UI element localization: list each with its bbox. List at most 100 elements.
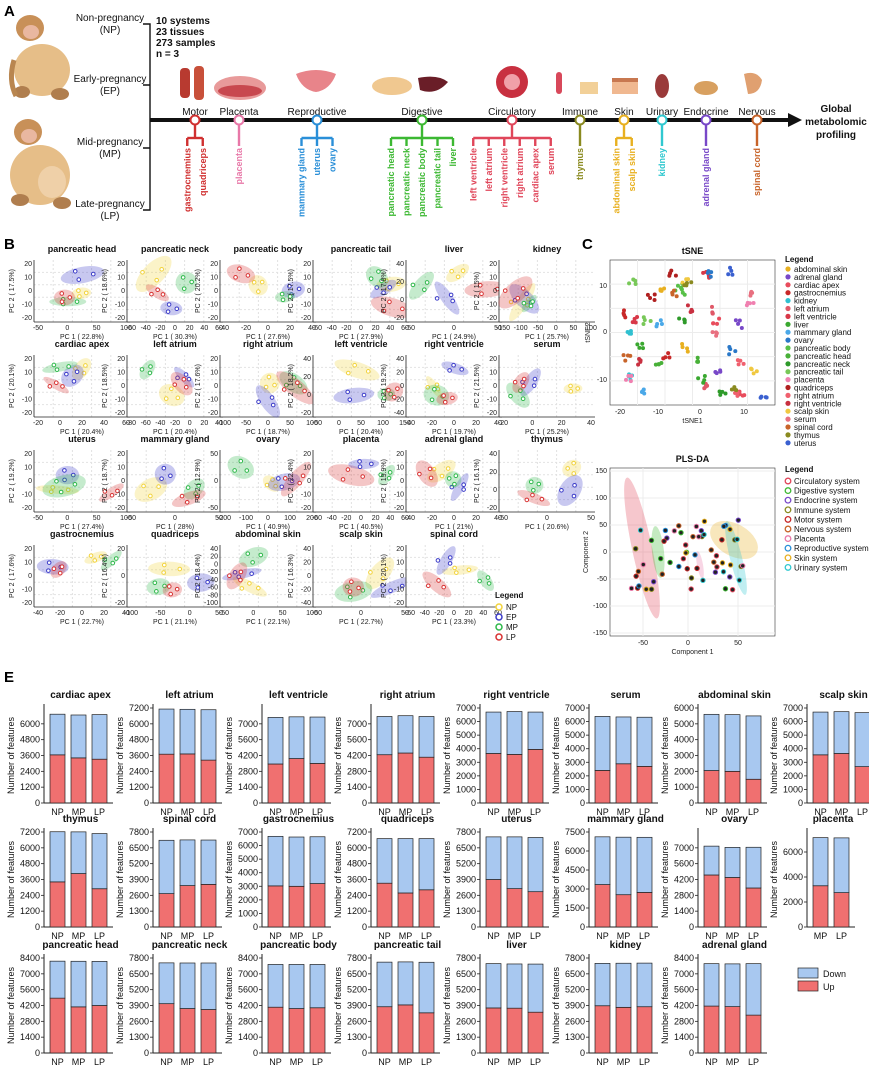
tsne-legend-marker xyxy=(785,400,791,406)
y-tick-label: 1400 xyxy=(238,782,258,792)
x-tick-label: 50 xyxy=(279,610,287,617)
y-tick-label: -20 xyxy=(208,569,218,576)
confidence-ellipse xyxy=(134,477,168,502)
bar-up-segment xyxy=(70,873,87,928)
stage-label: Mid-pregnancy xyxy=(77,137,143,148)
tsne-legend-marker xyxy=(785,329,791,335)
x-tick-label: -50 xyxy=(312,420,322,427)
x-tick-label: MP xyxy=(181,931,195,941)
sample-point xyxy=(477,578,482,584)
tsne-point xyxy=(625,329,630,334)
sample-point xyxy=(291,375,297,380)
y-tick-label: 4000 xyxy=(783,744,803,754)
y-tick-label: 20 xyxy=(303,560,311,567)
sample-point xyxy=(451,362,456,368)
bar-chart: right ventricle 0 1000 2000 3000 4000 5000 6000… xyxy=(442,690,550,817)
bar-up-segment xyxy=(70,1006,87,1054)
bar-chart-title: mammary gland xyxy=(587,814,664,825)
y-tick-label: 3000 xyxy=(565,884,585,894)
bar-up-segment xyxy=(485,879,502,928)
bar-chart-title: placenta xyxy=(813,814,854,825)
bar-down-segment xyxy=(309,964,326,1009)
y-tick-label: 2000 xyxy=(565,771,585,781)
tsne-point xyxy=(648,319,653,324)
sample-point xyxy=(445,466,451,471)
confidence-ellipse xyxy=(415,460,438,487)
sample-point xyxy=(98,554,104,559)
x-tick-label: 40 xyxy=(386,325,394,332)
sample-point xyxy=(175,395,181,401)
y-tick-label: 10 xyxy=(117,370,125,377)
sample-point xyxy=(452,481,457,487)
y-tick-label: 0 xyxy=(400,478,404,485)
bar-chart: scalp skin 0 1000 2000 3000 4000 5000 6000 7000 N… xyxy=(769,690,869,817)
sample-point xyxy=(161,562,167,568)
tsne-point xyxy=(653,362,658,367)
panel-label-b: B xyxy=(4,236,15,253)
tsne-point xyxy=(680,345,685,350)
bar-up-segment xyxy=(703,874,720,928)
sample-point xyxy=(287,283,292,289)
x-tick-label: NP xyxy=(269,931,282,941)
study-info-line: n = 3 xyxy=(156,49,180,60)
sample-point xyxy=(524,497,530,503)
tsne-point xyxy=(695,359,700,364)
plsda-point xyxy=(657,555,664,562)
sample-point xyxy=(166,584,172,589)
tsne-legend-marker xyxy=(785,345,791,351)
sample-point xyxy=(345,467,351,472)
y-axis-label: PC 2 ( 21.5%) xyxy=(474,364,481,408)
bar-legend-swatch xyxy=(797,967,819,979)
x-tick-label: 0 xyxy=(545,515,549,522)
bar-down-segment xyxy=(485,711,502,754)
tsne-point xyxy=(670,292,675,297)
sample-point xyxy=(283,382,289,388)
plsda-point xyxy=(711,559,717,565)
bar-chart-title: pancreatic head xyxy=(42,940,118,951)
sample-point xyxy=(345,389,350,395)
y-tick-label: 1400 xyxy=(20,1032,40,1042)
plsda-point xyxy=(721,523,727,530)
tissue-label: pancreatic neck xyxy=(402,147,412,216)
y-tick-label: 0 xyxy=(798,798,803,808)
sample-point xyxy=(521,383,526,389)
x-tick-label: -40 xyxy=(420,610,430,617)
sample-point xyxy=(368,276,374,281)
y-tick-label: 6000 xyxy=(565,717,585,727)
pca-plot-title: right ventricle xyxy=(424,339,484,349)
confidence-ellipse xyxy=(408,271,435,300)
sample-point xyxy=(168,473,173,479)
x-tick-label: 20 xyxy=(558,420,566,427)
plsda-point xyxy=(727,526,733,533)
x-tick-label: NP xyxy=(596,807,609,817)
x-tick-label: MP xyxy=(814,931,828,941)
tsne-legend-marker xyxy=(785,361,791,367)
tsne-legend-marker xyxy=(785,384,791,391)
x-tick-label: 150 xyxy=(399,420,411,427)
bar-up-segment xyxy=(179,753,196,804)
sample-point xyxy=(183,384,189,390)
y-axis-label: Number of features xyxy=(660,966,670,1044)
sample-point xyxy=(528,303,534,309)
y-tick-label: 5200 xyxy=(129,985,149,995)
y-tick-label: 3900 xyxy=(129,1001,149,1011)
bar-down-segment xyxy=(158,839,175,894)
sample-point xyxy=(263,384,269,390)
sample-point xyxy=(479,291,484,297)
tsne-point xyxy=(680,342,685,347)
bar-up-segment xyxy=(833,753,850,804)
x-axis-label: PC 1 ( 21.1%) xyxy=(153,619,197,626)
y-tick-label: 0 xyxy=(362,1048,367,1058)
y-tick-label: 20 xyxy=(396,279,404,286)
y-tick-label: 5200 xyxy=(565,985,585,995)
bar-down-segment xyxy=(288,836,305,887)
sample-point xyxy=(454,570,459,575)
y-tick-label: 5000 xyxy=(783,730,803,740)
x-tick-label: -40 xyxy=(219,325,229,332)
tsne-title: tSNE xyxy=(682,246,704,256)
confidence-ellipse xyxy=(187,573,215,592)
system-label: Urinary xyxy=(646,107,678,118)
y-axis-label: Number of features xyxy=(333,840,343,918)
bar-up-segment xyxy=(527,1011,544,1054)
